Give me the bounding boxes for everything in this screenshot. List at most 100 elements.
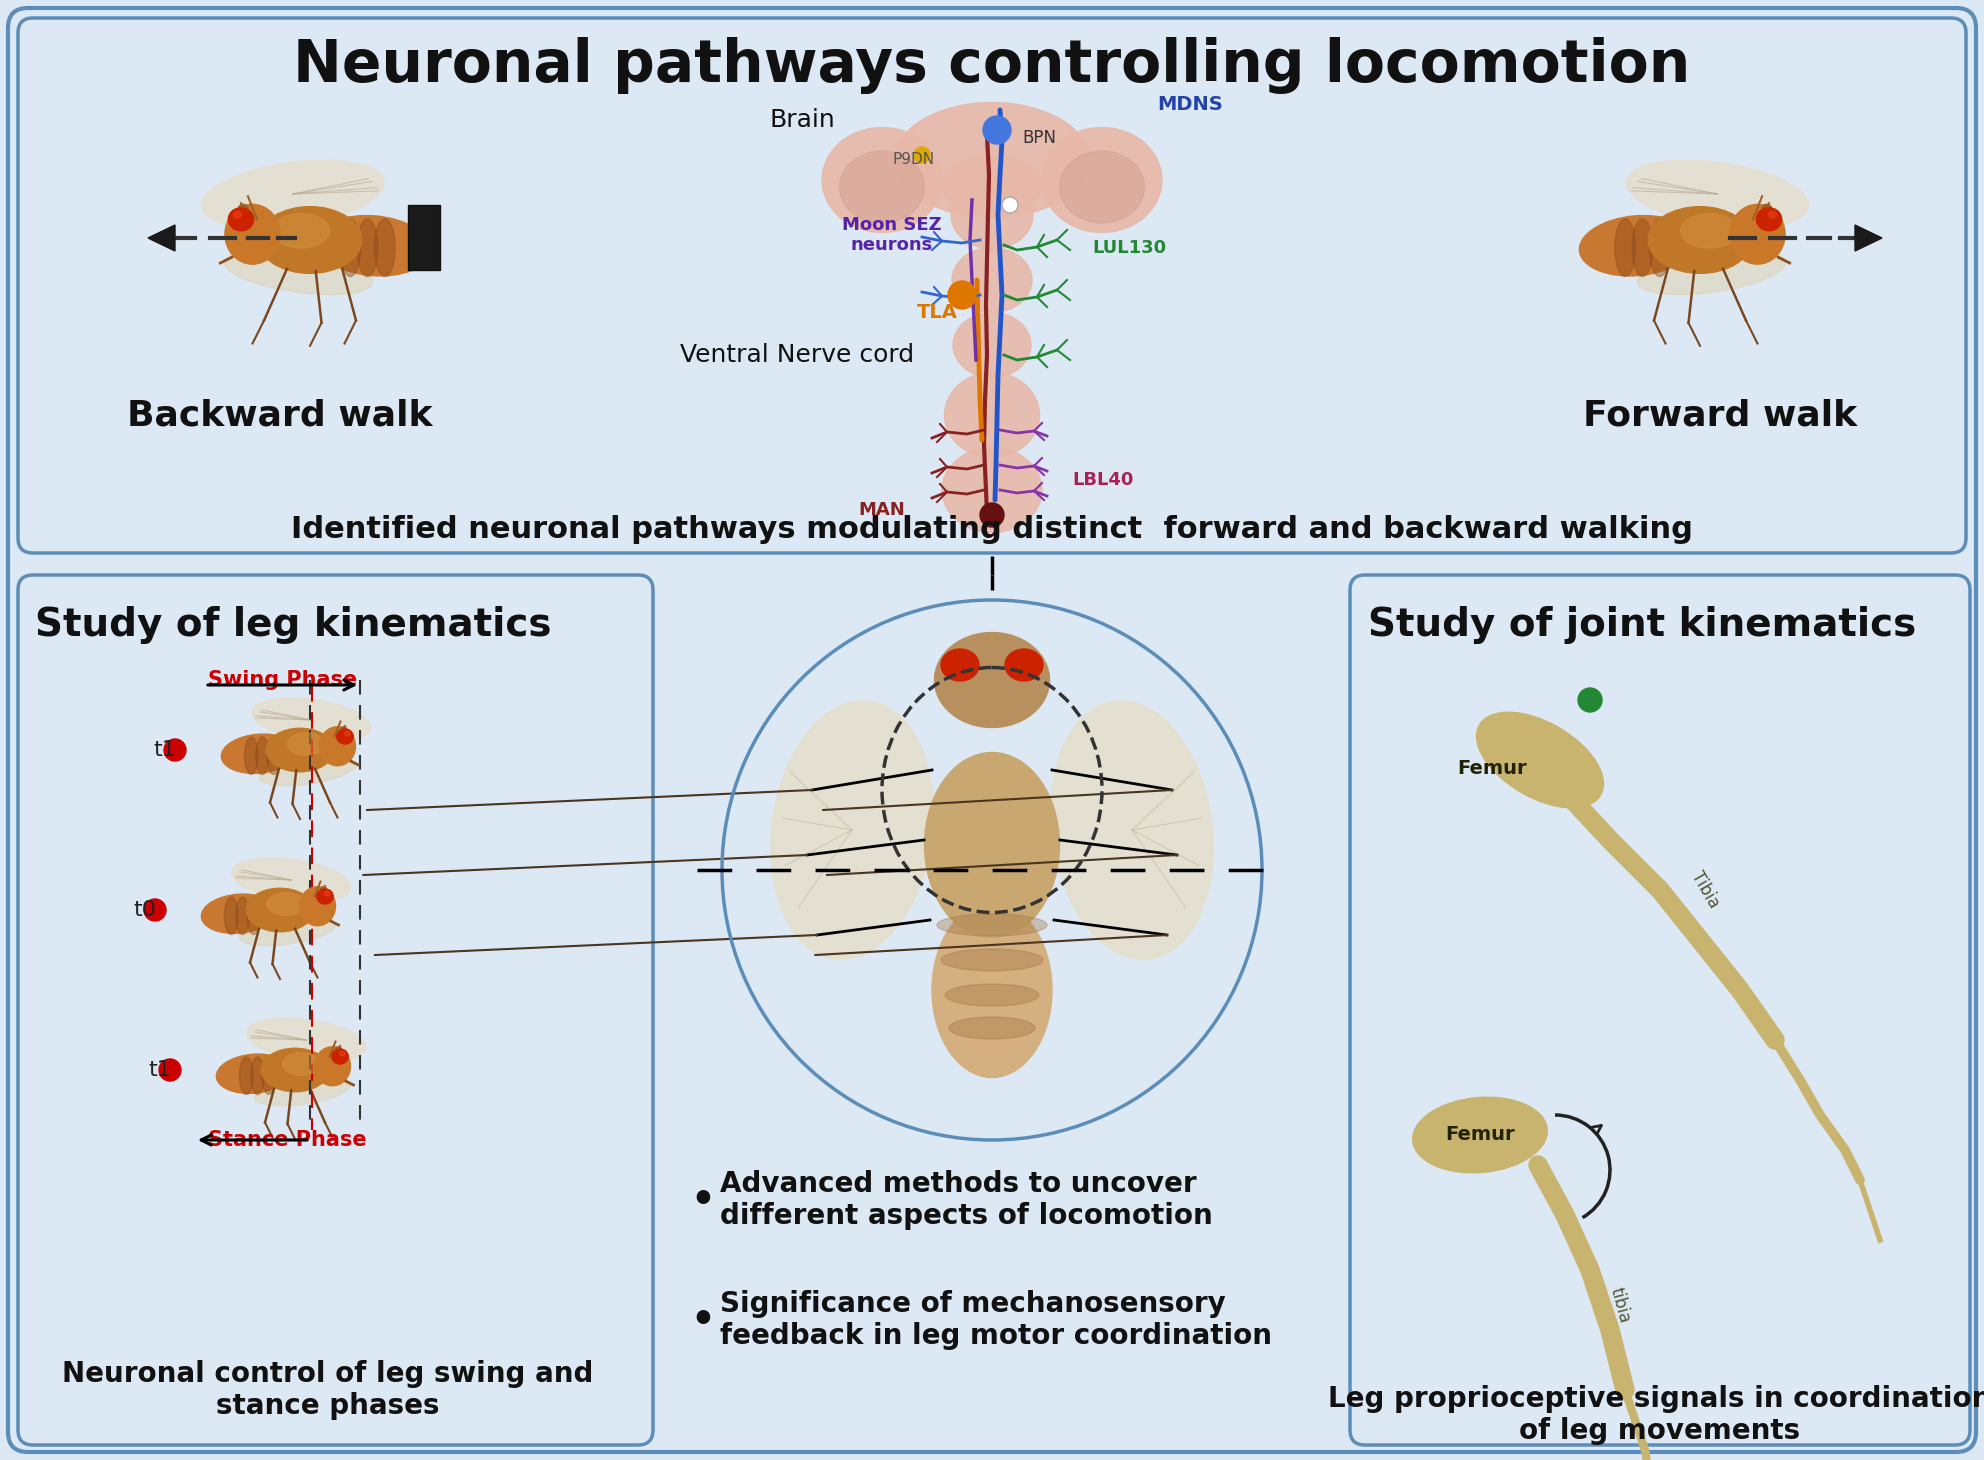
- Circle shape: [915, 147, 930, 164]
- Ellipse shape: [331, 1048, 349, 1064]
- Ellipse shape: [925, 752, 1059, 937]
- Text: Advanced methods to uncover
different aspects of locomotion: Advanced methods to uncover different as…: [720, 1169, 1212, 1231]
- Ellipse shape: [357, 219, 377, 276]
- Ellipse shape: [345, 731, 349, 736]
- Ellipse shape: [246, 888, 313, 931]
- Ellipse shape: [942, 155, 1042, 215]
- Text: Study of joint kinematics: Study of joint kinematics: [1369, 606, 1917, 644]
- Ellipse shape: [224, 250, 373, 295]
- Text: LBL40: LBL40: [1071, 472, 1133, 489]
- Ellipse shape: [266, 729, 333, 772]
- FancyBboxPatch shape: [18, 575, 653, 1445]
- Text: Swing Phase: Swing Phase: [208, 670, 357, 691]
- Text: Brain: Brain: [770, 108, 835, 131]
- Ellipse shape: [238, 204, 248, 212]
- Ellipse shape: [288, 733, 325, 755]
- Ellipse shape: [940, 650, 978, 680]
- Ellipse shape: [252, 698, 371, 742]
- Text: Significance of mechanosensory
feedback in leg motor coordination: Significance of mechanosensory feedback …: [720, 1289, 1272, 1351]
- Ellipse shape: [254, 1076, 351, 1105]
- Ellipse shape: [339, 1051, 345, 1056]
- Ellipse shape: [315, 216, 431, 276]
- Circle shape: [948, 280, 976, 310]
- Ellipse shape: [839, 150, 925, 223]
- Text: tibia: tibia: [1607, 1285, 1633, 1324]
- Text: Forward walk: Forward walk: [1583, 399, 1857, 432]
- Ellipse shape: [222, 734, 296, 774]
- Ellipse shape: [282, 1053, 319, 1075]
- Ellipse shape: [200, 894, 276, 933]
- Text: Neuronal control of leg swing and
stance phases: Neuronal control of leg swing and stance…: [62, 1359, 593, 1421]
- Ellipse shape: [948, 1018, 1036, 1040]
- Text: t1: t1: [153, 740, 177, 761]
- Text: Ventral Nerve cord: Ventral Nerve cord: [681, 343, 915, 366]
- Ellipse shape: [300, 886, 335, 926]
- Ellipse shape: [1730, 204, 1786, 264]
- Ellipse shape: [202, 161, 385, 228]
- Ellipse shape: [940, 949, 1044, 971]
- Ellipse shape: [1627, 161, 1809, 228]
- Ellipse shape: [950, 181, 1034, 250]
- Polygon shape: [149, 225, 175, 251]
- Ellipse shape: [1637, 250, 1786, 295]
- Circle shape: [1002, 197, 1018, 213]
- Ellipse shape: [317, 889, 333, 904]
- Text: t1: t1: [149, 1060, 171, 1080]
- Text: Leg proprioceptive signals in coordination
of leg movements: Leg proprioceptive signals in coordinati…: [1329, 1384, 1984, 1445]
- Circle shape: [145, 899, 167, 921]
- Text: MAN: MAN: [859, 501, 905, 518]
- Ellipse shape: [272, 213, 329, 248]
- Circle shape: [980, 504, 1004, 527]
- Circle shape: [165, 739, 186, 761]
- Ellipse shape: [1762, 204, 1772, 212]
- Ellipse shape: [341, 727, 347, 731]
- Text: Femur: Femur: [1444, 1126, 1516, 1145]
- Ellipse shape: [244, 737, 258, 774]
- Ellipse shape: [262, 1048, 329, 1092]
- Ellipse shape: [260, 756, 355, 785]
- Text: Study of leg kinematics: Study of leg kinematics: [36, 606, 552, 644]
- Ellipse shape: [256, 737, 270, 774]
- Text: TLA: TLA: [917, 302, 958, 321]
- Ellipse shape: [942, 448, 1042, 533]
- Text: Tibia: Tibia: [1686, 869, 1722, 911]
- Ellipse shape: [821, 127, 942, 232]
- FancyBboxPatch shape: [8, 7, 1976, 1453]
- Text: Identified neuronal pathways modulating distinct  forward and backward walking: Identified neuronal pathways modulating …: [292, 515, 1692, 545]
- Text: LUL130: LUL130: [1091, 239, 1167, 257]
- Ellipse shape: [944, 984, 1040, 1006]
- FancyBboxPatch shape: [18, 18, 1966, 553]
- Ellipse shape: [246, 896, 260, 934]
- Ellipse shape: [268, 737, 280, 774]
- Ellipse shape: [1649, 219, 1671, 276]
- Ellipse shape: [770, 701, 932, 959]
- Ellipse shape: [1059, 150, 1145, 223]
- Ellipse shape: [258, 207, 361, 273]
- Ellipse shape: [1413, 1096, 1548, 1172]
- Circle shape: [159, 1058, 181, 1080]
- Text: Stance Phase: Stance Phase: [208, 1130, 367, 1150]
- Ellipse shape: [952, 248, 1032, 312]
- Ellipse shape: [1006, 650, 1044, 680]
- Text: Backward walk: Backward walk: [127, 399, 433, 432]
- Ellipse shape: [936, 914, 1048, 936]
- Ellipse shape: [240, 917, 335, 946]
- Ellipse shape: [1768, 212, 1776, 218]
- Ellipse shape: [216, 1054, 292, 1094]
- Ellipse shape: [1649, 207, 1752, 273]
- Ellipse shape: [224, 896, 238, 934]
- Ellipse shape: [895, 102, 1089, 218]
- Ellipse shape: [339, 219, 361, 276]
- Circle shape: [1577, 688, 1601, 712]
- Text: Moon SEZ
neurons: Moon SEZ neurons: [843, 216, 942, 254]
- Polygon shape: [1855, 225, 1883, 251]
- Ellipse shape: [228, 207, 254, 231]
- Ellipse shape: [375, 219, 395, 276]
- Ellipse shape: [224, 204, 280, 264]
- Ellipse shape: [268, 892, 306, 915]
- Ellipse shape: [1476, 712, 1603, 807]
- Ellipse shape: [234, 212, 242, 218]
- FancyBboxPatch shape: [1349, 575, 1970, 1445]
- Ellipse shape: [325, 891, 329, 896]
- Text: t0: t0: [133, 899, 157, 920]
